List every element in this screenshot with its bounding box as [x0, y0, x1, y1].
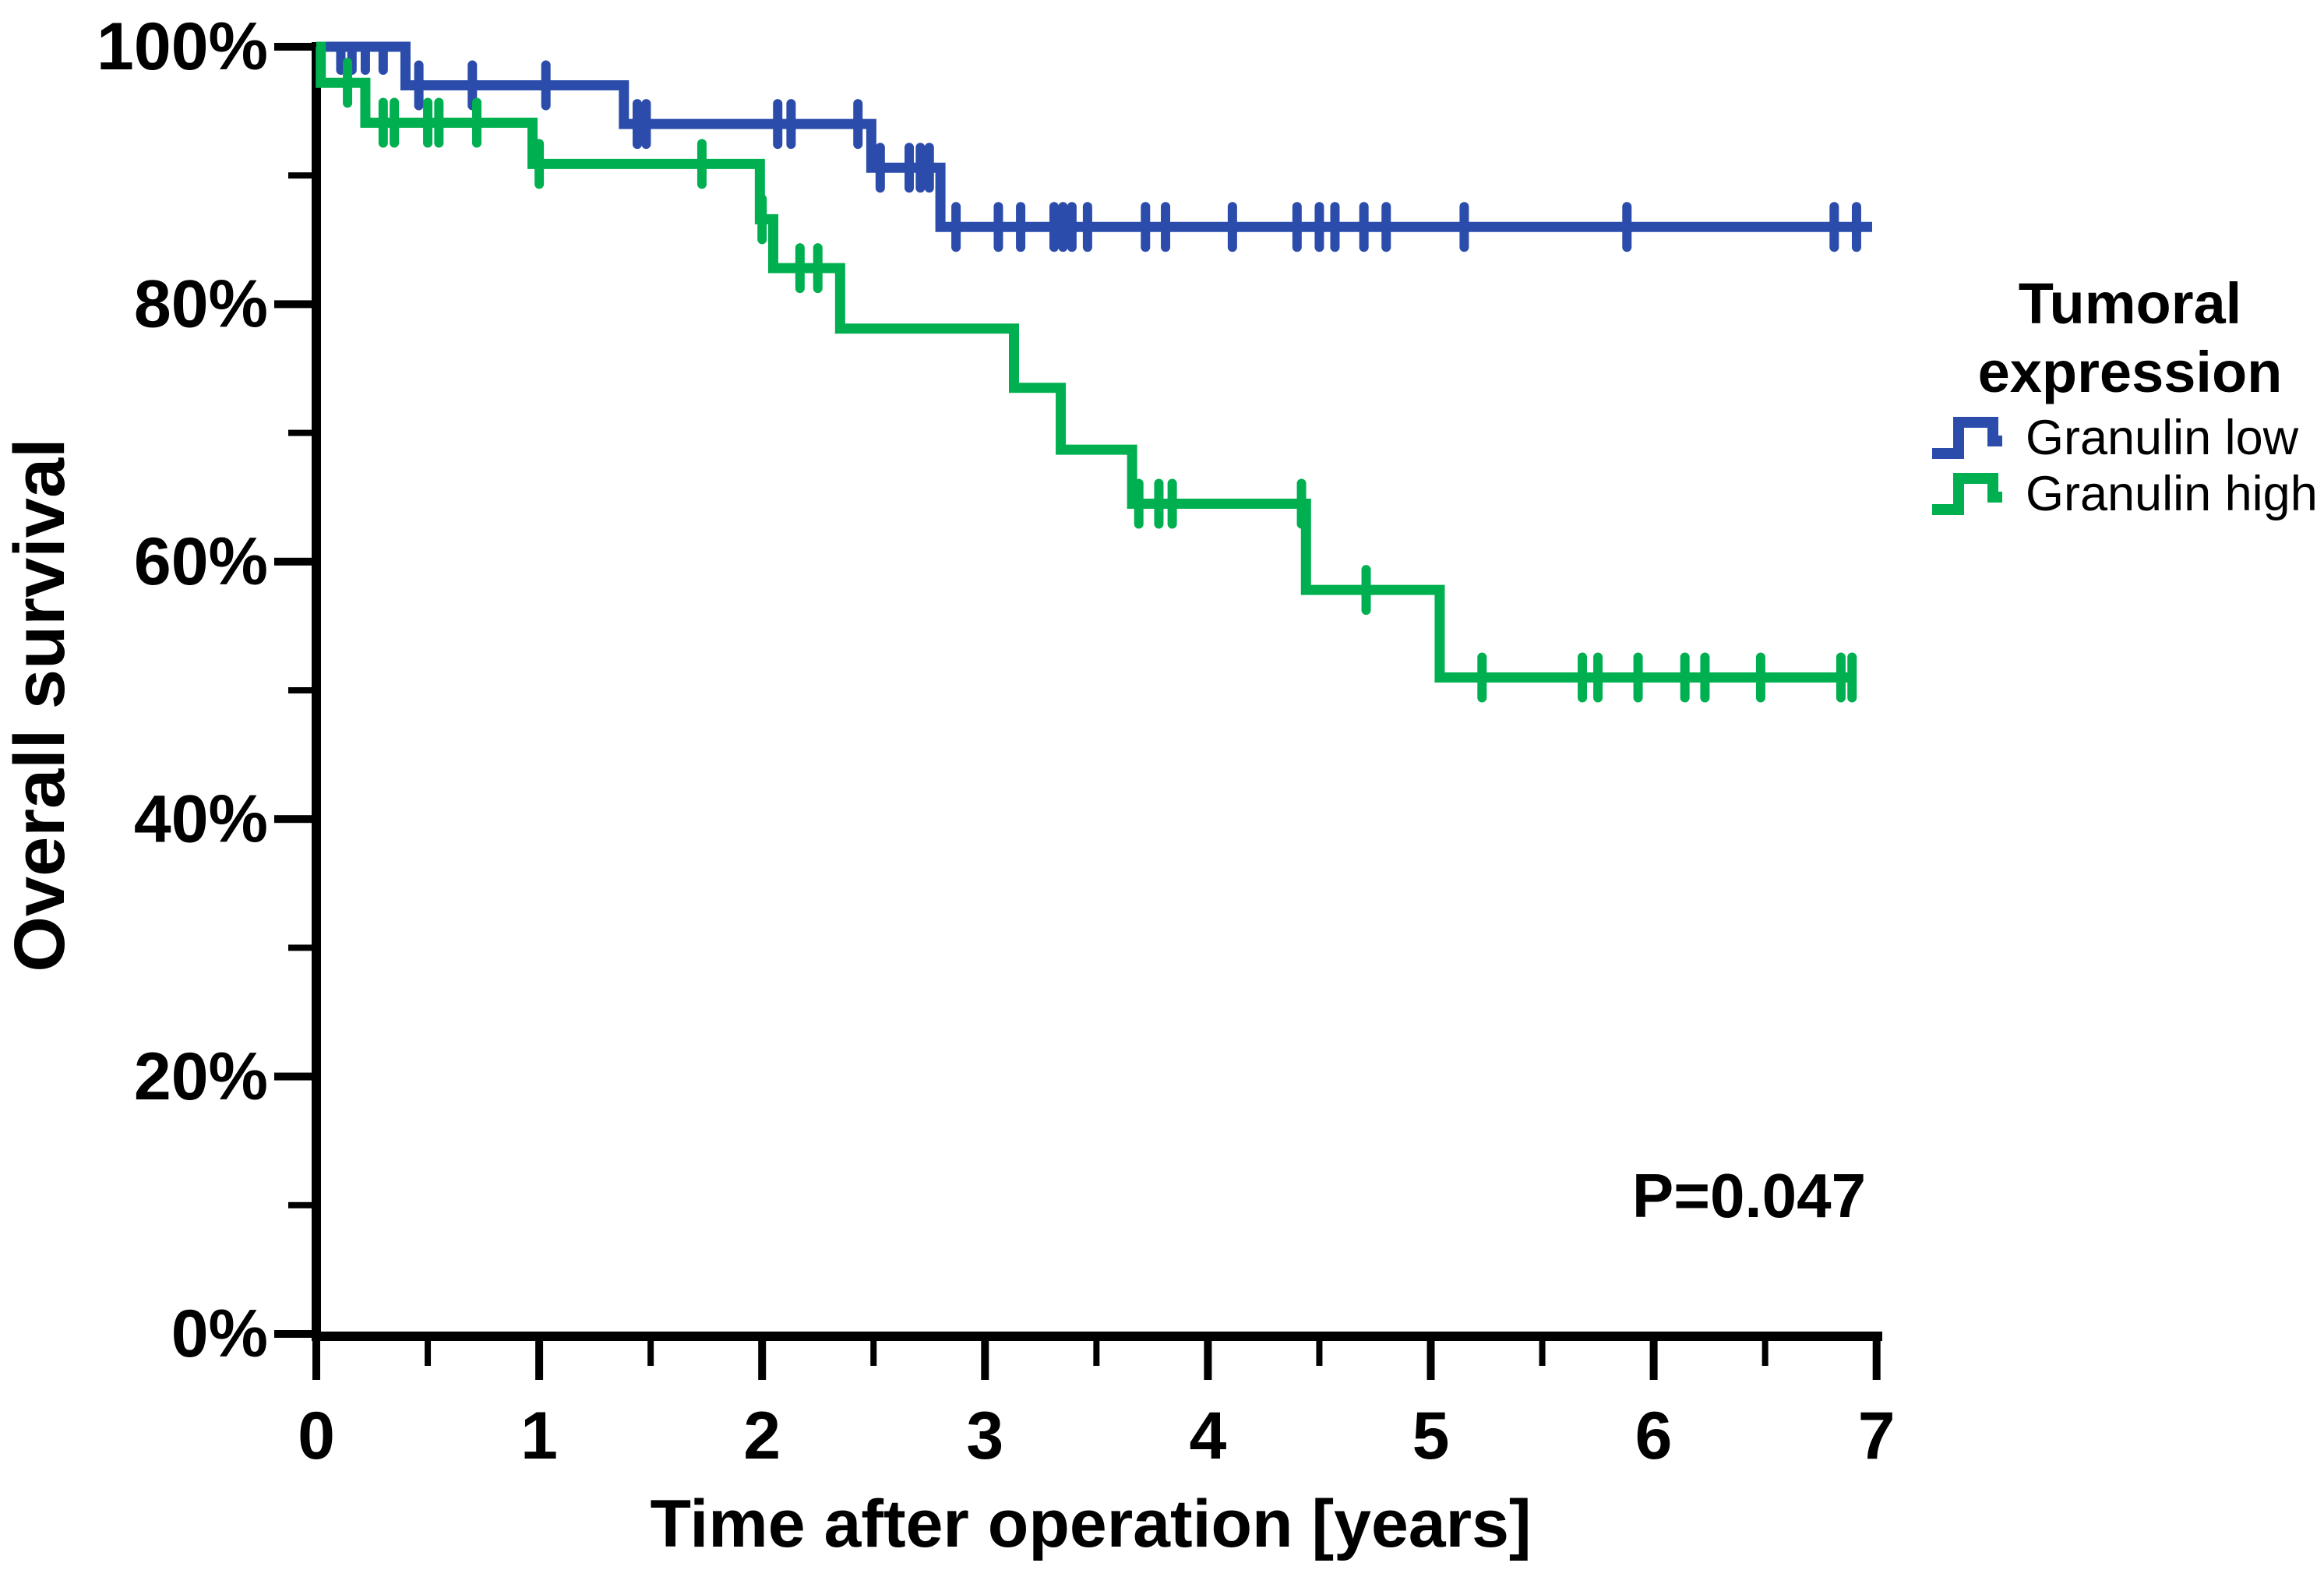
y-major-tick [274, 1072, 313, 1081]
legend-label-granulin-low: Granulin low [2026, 411, 2299, 465]
x-tick-label: 2 [743, 1399, 781, 1473]
y-major-tick [274, 557, 313, 566]
y-tick-label: 40% [134, 781, 268, 856]
y-major-tick [274, 1330, 313, 1338]
legend-label-granulin-high: Granulin high [2026, 467, 2318, 521]
x-axis-title: Time after operation [years] [650, 1487, 1531, 1561]
axis-ticks [274, 43, 1881, 1380]
x-major-tick [758, 1341, 767, 1380]
legend-title-line1: Tumoral [2019, 271, 2241, 336]
p-value-annotation: P=0.047 [1632, 1161, 1866, 1230]
x-major-tick [1872, 1341, 1881, 1380]
y-tick-label: 0% [171, 1297, 268, 1371]
legend-title-line2: expression [1978, 340, 2283, 404]
y-axis-line [312, 42, 321, 1339]
y-major-tick [274, 815, 313, 824]
y-tick-label: 80% [134, 267, 268, 342]
y-minor-tick [288, 687, 313, 693]
x-minor-tick [1539, 1341, 1546, 1366]
x-minor-tick [1093, 1341, 1100, 1366]
survival-curves [316, 41, 1872, 703]
x-tick-label: 1 [520, 1399, 558, 1473]
x-major-tick [1426, 1341, 1435, 1380]
legend: Tumoral expression Granulin low Granulin… [1978, 271, 2318, 521]
x-major-tick [1204, 1341, 1212, 1380]
x-tick-label: 3 [966, 1399, 1003, 1473]
km-curve-granulin-high [316, 41, 1857, 683]
x-major-tick [535, 1341, 544, 1380]
y-major-tick [274, 300, 313, 309]
km-curve-granulin-low [316, 41, 1872, 232]
x-tick-label: 0 [298, 1399, 335, 1473]
x-axis-line [312, 1332, 1882, 1341]
x-tick-label: 6 [1635, 1399, 1673, 1473]
y-minor-tick [288, 172, 313, 179]
x-tick-label: 4 [1189, 1399, 1226, 1473]
x-minor-tick [647, 1341, 654, 1366]
axis-tick-labels: 0% 20% 40% 60% 80% 100% 0 1 2 3 4 5 6 7 [97, 9, 1896, 1473]
y-axis-title: Overall survival [0, 438, 79, 972]
x-tick-label: 7 [1858, 1399, 1896, 1473]
x-minor-tick [1316, 1341, 1323, 1366]
legend-symbols [1932, 417, 2002, 515]
y-tick-label: 100% [97, 9, 268, 84]
y-tick-label: 60% [134, 524, 268, 599]
legend-symbol-granulin-high [1932, 473, 2002, 515]
x-major-tick [981, 1341, 989, 1380]
x-minor-tick [870, 1341, 877, 1366]
x-major-tick [312, 1341, 320, 1380]
y-tick-label: 20% [134, 1039, 268, 1114]
y-minor-tick [288, 429, 313, 436]
x-major-tick [1649, 1341, 1658, 1380]
y-minor-tick [288, 944, 313, 951]
legend-symbol-granulin-low [1932, 417, 2002, 459]
x-minor-tick [425, 1341, 432, 1366]
x-minor-tick [1762, 1341, 1769, 1366]
y-minor-tick [288, 1201, 313, 1208]
x-tick-label: 5 [1412, 1399, 1450, 1473]
y-major-tick [274, 43, 313, 51]
